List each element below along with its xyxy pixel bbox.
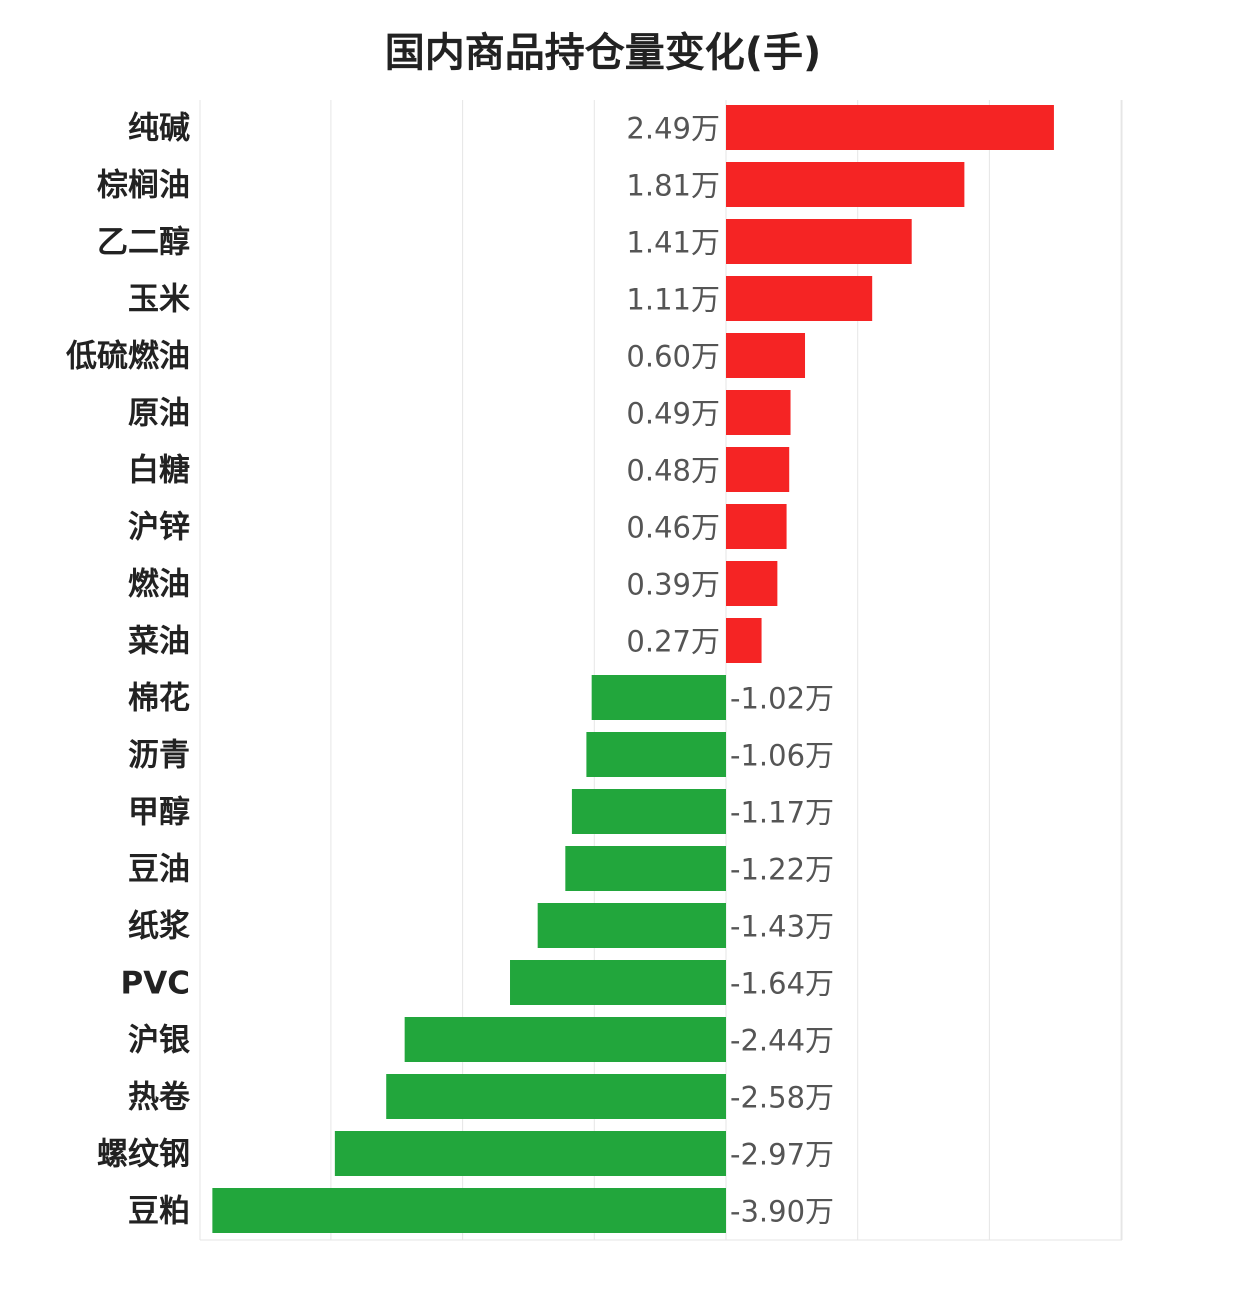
bar [726,447,790,492]
bar [586,732,726,777]
value-label: -1.06万 [730,739,834,773]
category-label: 乙二醇 [97,225,190,261]
bar [565,846,726,891]
bar [726,219,912,264]
bar [334,1131,726,1176]
value-label: 0.60万 [626,340,720,374]
category-label: 纸浆 [128,909,190,945]
category-label: 热卷 [128,1080,191,1116]
value-label: -1.43万 [730,910,834,944]
value-label: 1.81万 [626,169,720,203]
value-label: 0.48万 [626,454,720,488]
category-label: 棕榈油 [97,168,190,204]
bar [404,1017,726,1062]
category-label: 豆粕 [128,1194,190,1230]
bar [726,105,1054,150]
category-label: 沥青 [128,738,190,774]
bar [591,675,726,720]
value-label: -1.17万 [730,796,834,830]
bar [386,1074,726,1119]
category-label: 燃油 [128,567,190,603]
value-label: 0.49万 [626,397,720,431]
bar [212,1188,726,1233]
category-label: 白糖 [128,453,190,489]
value-label: -3.90万 [730,1195,834,1229]
bar [726,504,787,549]
value-label: -1.64万 [730,967,834,1001]
category-label: 菜油 [128,624,190,660]
category-label: PVC [121,966,190,1002]
value-label: 1.11万 [626,283,720,317]
bar [726,390,791,435]
value-label: -2.58万 [730,1081,834,1115]
value-label: 0.27万 [626,625,720,659]
bar [726,276,873,321]
category-label: 沪锌 [128,510,190,546]
bar [510,960,726,1005]
category-label: 螺纹钢 [97,1137,190,1173]
chart-title: 国内商品持仓量变化(手) [384,30,822,76]
bar [726,333,806,378]
value-label: 1.41万 [626,226,720,260]
category-label: 豆油 [128,852,190,888]
value-label: 0.39万 [626,568,720,602]
value-label: -1.22万 [730,853,834,887]
value-label: -1.02万 [730,682,834,716]
value-label: 2.49万 [626,112,720,146]
category-label: 低硫燃油 [65,339,190,375]
category-label: 原油 [128,396,190,432]
bar [726,162,965,207]
value-label: -2.97万 [730,1138,834,1172]
category-label: 纯碱 [128,111,190,147]
bar [571,789,726,834]
category-label: 玉米 [128,282,190,318]
category-label: 沪银 [128,1023,190,1059]
value-label: 0.46万 [626,511,720,545]
value-label: -2.44万 [730,1024,834,1058]
bar [537,903,726,948]
bar [726,561,778,606]
bar [726,618,762,663]
category-label: 甲醇 [128,795,190,831]
category-label: 棉花 [128,681,190,717]
